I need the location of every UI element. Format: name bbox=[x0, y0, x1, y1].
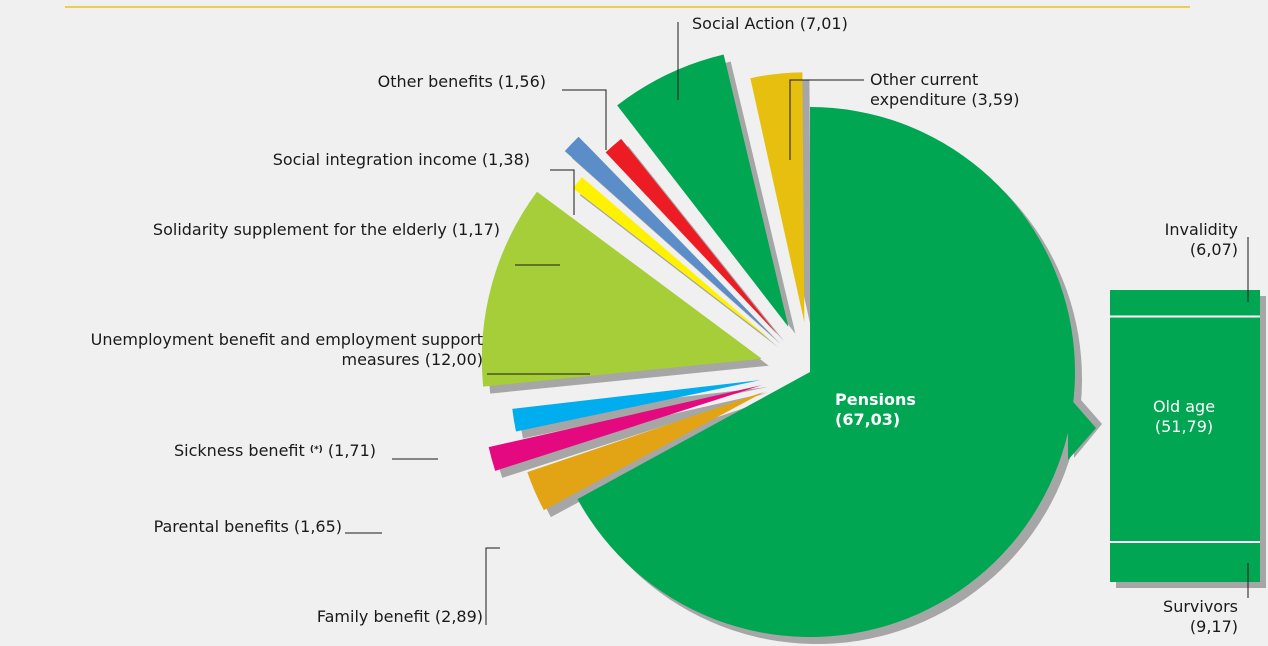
label-family: Family benefit (2,89) bbox=[316, 607, 483, 626]
bar-segment-survivors bbox=[1110, 542, 1260, 582]
slice-other_benefits bbox=[605, 138, 778, 335]
leader-lines bbox=[345, 22, 1249, 625]
bar-segment-old_age bbox=[1110, 316, 1260, 543]
pensions-breakdown-bar bbox=[1068, 290, 1266, 588]
slice-other_current bbox=[750, 72, 805, 323]
slice-social_action bbox=[617, 54, 789, 327]
label-sickness: Sickness benefit (*) (1,71) bbox=[174, 441, 376, 460]
label-unemployment: Unemployment benefit and employment supp… bbox=[90, 330, 483, 369]
leader-other-benefits bbox=[562, 89, 607, 150]
bar-segment-invalidity bbox=[1110, 290, 1260, 317]
slice-solidarity bbox=[572, 177, 772, 341]
label-social-integration: Social integration income (1,38) bbox=[272, 150, 530, 169]
pie-slices bbox=[481, 54, 1075, 637]
breakdown-arrow bbox=[1068, 396, 1096, 460]
label-pensions: Pensions (67,03) bbox=[835, 390, 916, 429]
slice-parental bbox=[488, 385, 762, 471]
label-solidarity-supplement: Solidarity supplement for the elderly (1… bbox=[152, 220, 500, 239]
label-social-action: Social Action (7,01) bbox=[692, 14, 848, 33]
label-other-current: Other current expenditure (3,59) bbox=[870, 70, 1020, 109]
leader-family bbox=[485, 547, 500, 625]
slice-integration bbox=[564, 136, 774, 338]
leader-social-integration bbox=[550, 169, 575, 215]
slice-family bbox=[527, 391, 765, 511]
slice-unemployment bbox=[481, 191, 762, 387]
label-invalidity: Invalidity (6,07) bbox=[1164, 220, 1238, 259]
leader-other-current bbox=[789, 79, 864, 160]
label-parental: Parental benefits (1,65) bbox=[153, 517, 342, 536]
slice-sickness bbox=[512, 380, 761, 432]
slice-pensions bbox=[577, 107, 1075, 637]
label-other-benefits: Other benefits (1,56) bbox=[377, 72, 546, 91]
label-survivors: Survivors (9,17) bbox=[1163, 597, 1238, 636]
label-old-age: Old age (51,79) bbox=[1152, 397, 1216, 436]
